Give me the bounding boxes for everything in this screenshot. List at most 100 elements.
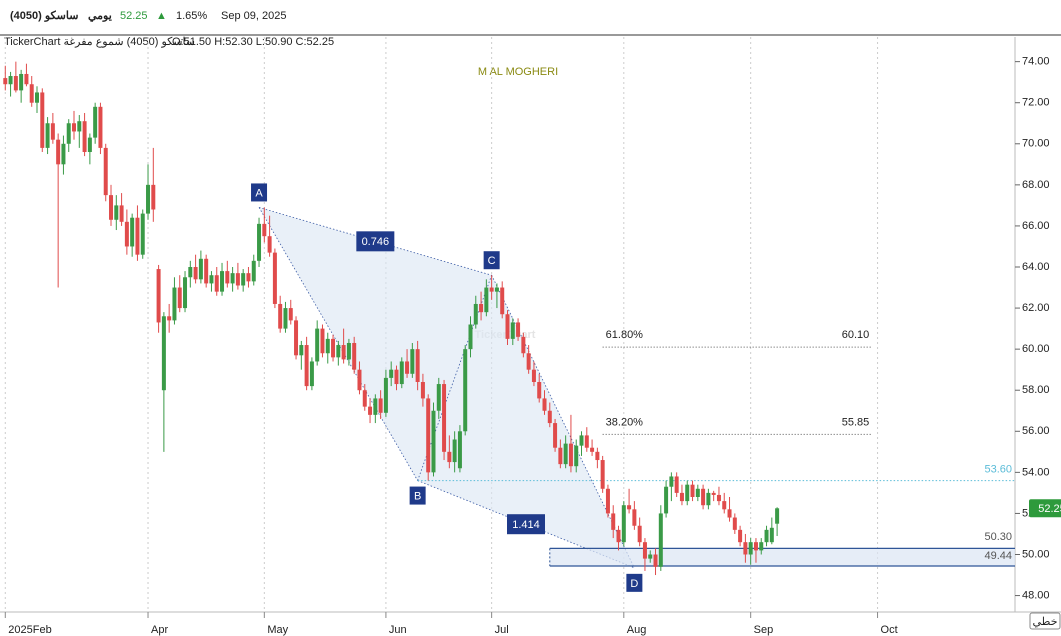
last-price-label: 52.25 — [1038, 503, 1061, 515]
candle-body — [521, 336, 526, 354]
point-label: C — [488, 255, 496, 267]
x-tick-label: Apr — [151, 624, 168, 636]
y-tick-label: 62.00 — [1022, 302, 1050, 314]
y-tick-label: 66.00 — [1022, 220, 1050, 232]
candle-body — [442, 384, 447, 452]
point-box — [251, 183, 268, 202]
candle-body — [410, 349, 415, 374]
x-tick-label: 2025Feb — [8, 624, 51, 636]
line-button-label[interactable]: خطي — [1033, 616, 1058, 628]
candle-body — [346, 342, 351, 360]
candle-body — [621, 505, 626, 543]
candle-body — [653, 554, 658, 567]
candle-body — [690, 484, 695, 497]
candle-body — [336, 345, 341, 358]
plot: TickerChartM AL MOGHERI2025FebAprMayJunJ… — [3, 37, 1061, 636]
candle-body — [230, 273, 235, 284]
candle-body — [172, 287, 177, 321]
candle-body — [378, 398, 383, 413]
fib-label: 38.20% — [606, 416, 644, 428]
candle-body — [716, 494, 721, 502]
candle-body — [542, 398, 547, 411]
candle-body — [611, 513, 616, 530]
candle-body — [674, 476, 679, 493]
candle-body — [130, 217, 135, 247]
candle-body — [753, 542, 758, 551]
candle-body — [262, 223, 267, 237]
candle-body — [198, 258, 203, 280]
point-label: B — [414, 490, 421, 502]
candle-body — [309, 361, 314, 387]
candle-body — [61, 143, 66, 165]
candle-body — [183, 277, 188, 309]
last-price-tag — [1029, 499, 1061, 518]
y-tick-label: 68.00 — [1022, 179, 1050, 191]
candle-body — [373, 398, 378, 415]
fib-value: 60.10 — [842, 329, 870, 341]
candle-body — [679, 492, 684, 502]
candle-body — [627, 505, 632, 510]
y-tick-label: 60.00 — [1022, 343, 1050, 355]
candle-body — [457, 431, 462, 469]
candle-body — [124, 221, 129, 247]
x-tick-label: Jul — [495, 624, 509, 636]
candle-body — [368, 406, 373, 415]
y-tick-label: 56.00 — [1022, 425, 1050, 437]
candle-body — [711, 492, 716, 495]
y-tick-label: 70.00 — [1022, 138, 1050, 150]
candle-body — [341, 345, 346, 360]
candle-body — [500, 287, 505, 315]
candle-body — [775, 508, 780, 524]
candle-body — [420, 382, 425, 399]
candle-body — [8, 76, 13, 85]
candle-body — [140, 213, 145, 255]
zone-label: 50.30 — [984, 531, 1012, 543]
candle-body — [72, 123, 77, 132]
candle-body — [156, 269, 161, 323]
candle-body — [415, 349, 420, 382]
candle-body — [764, 529, 769, 543]
candle-body — [13, 76, 18, 91]
candle-body — [220, 271, 225, 292]
candle-body — [204, 258, 209, 284]
candle-body — [87, 137, 92, 152]
candle-body — [769, 527, 774, 543]
candle-body — [161, 316, 166, 391]
candle-body — [669, 476, 674, 487]
line-button[interactable] — [1029, 612, 1061, 630]
y-tick-label: 72.00 — [1022, 97, 1050, 109]
candle-body — [288, 308, 293, 321]
candle-body — [526, 353, 531, 370]
x-tick-label: Aug — [627, 624, 647, 636]
candle-body — [563, 443, 568, 465]
candle-body — [188, 267, 193, 278]
point-box — [483, 251, 500, 270]
candle-body — [695, 488, 700, 497]
candle-body — [722, 501, 727, 510]
candle-body — [510, 322, 515, 339]
change: 1.65% — [176, 10, 207, 22]
x-tick-label: Jun — [389, 624, 407, 636]
candle-body — [701, 488, 706, 506]
candle-body — [193, 267, 198, 280]
date: Sep 09, 2025 — [221, 10, 286, 22]
zone — [549, 548, 1015, 566]
period: يومي — [88, 10, 112, 23]
candle-body — [553, 423, 558, 448]
candle-body — [537, 382, 542, 399]
candle-body — [331, 338, 336, 358]
candle-body — [632, 509, 637, 526]
candle-body — [547, 410, 552, 424]
candle-body — [394, 369, 399, 385]
fib-label: 61.80% — [606, 329, 644, 341]
y-tick-label: 64.00 — [1022, 261, 1050, 273]
candle-body — [605, 488, 610, 514]
candle-body — [531, 369, 536, 382]
candle-body — [362, 390, 367, 407]
candle-body — [257, 223, 262, 261]
candle-body — [24, 73, 29, 85]
candle-body — [352, 342, 357, 370]
candle-body — [484, 287, 489, 313]
candle-body — [405, 361, 410, 374]
